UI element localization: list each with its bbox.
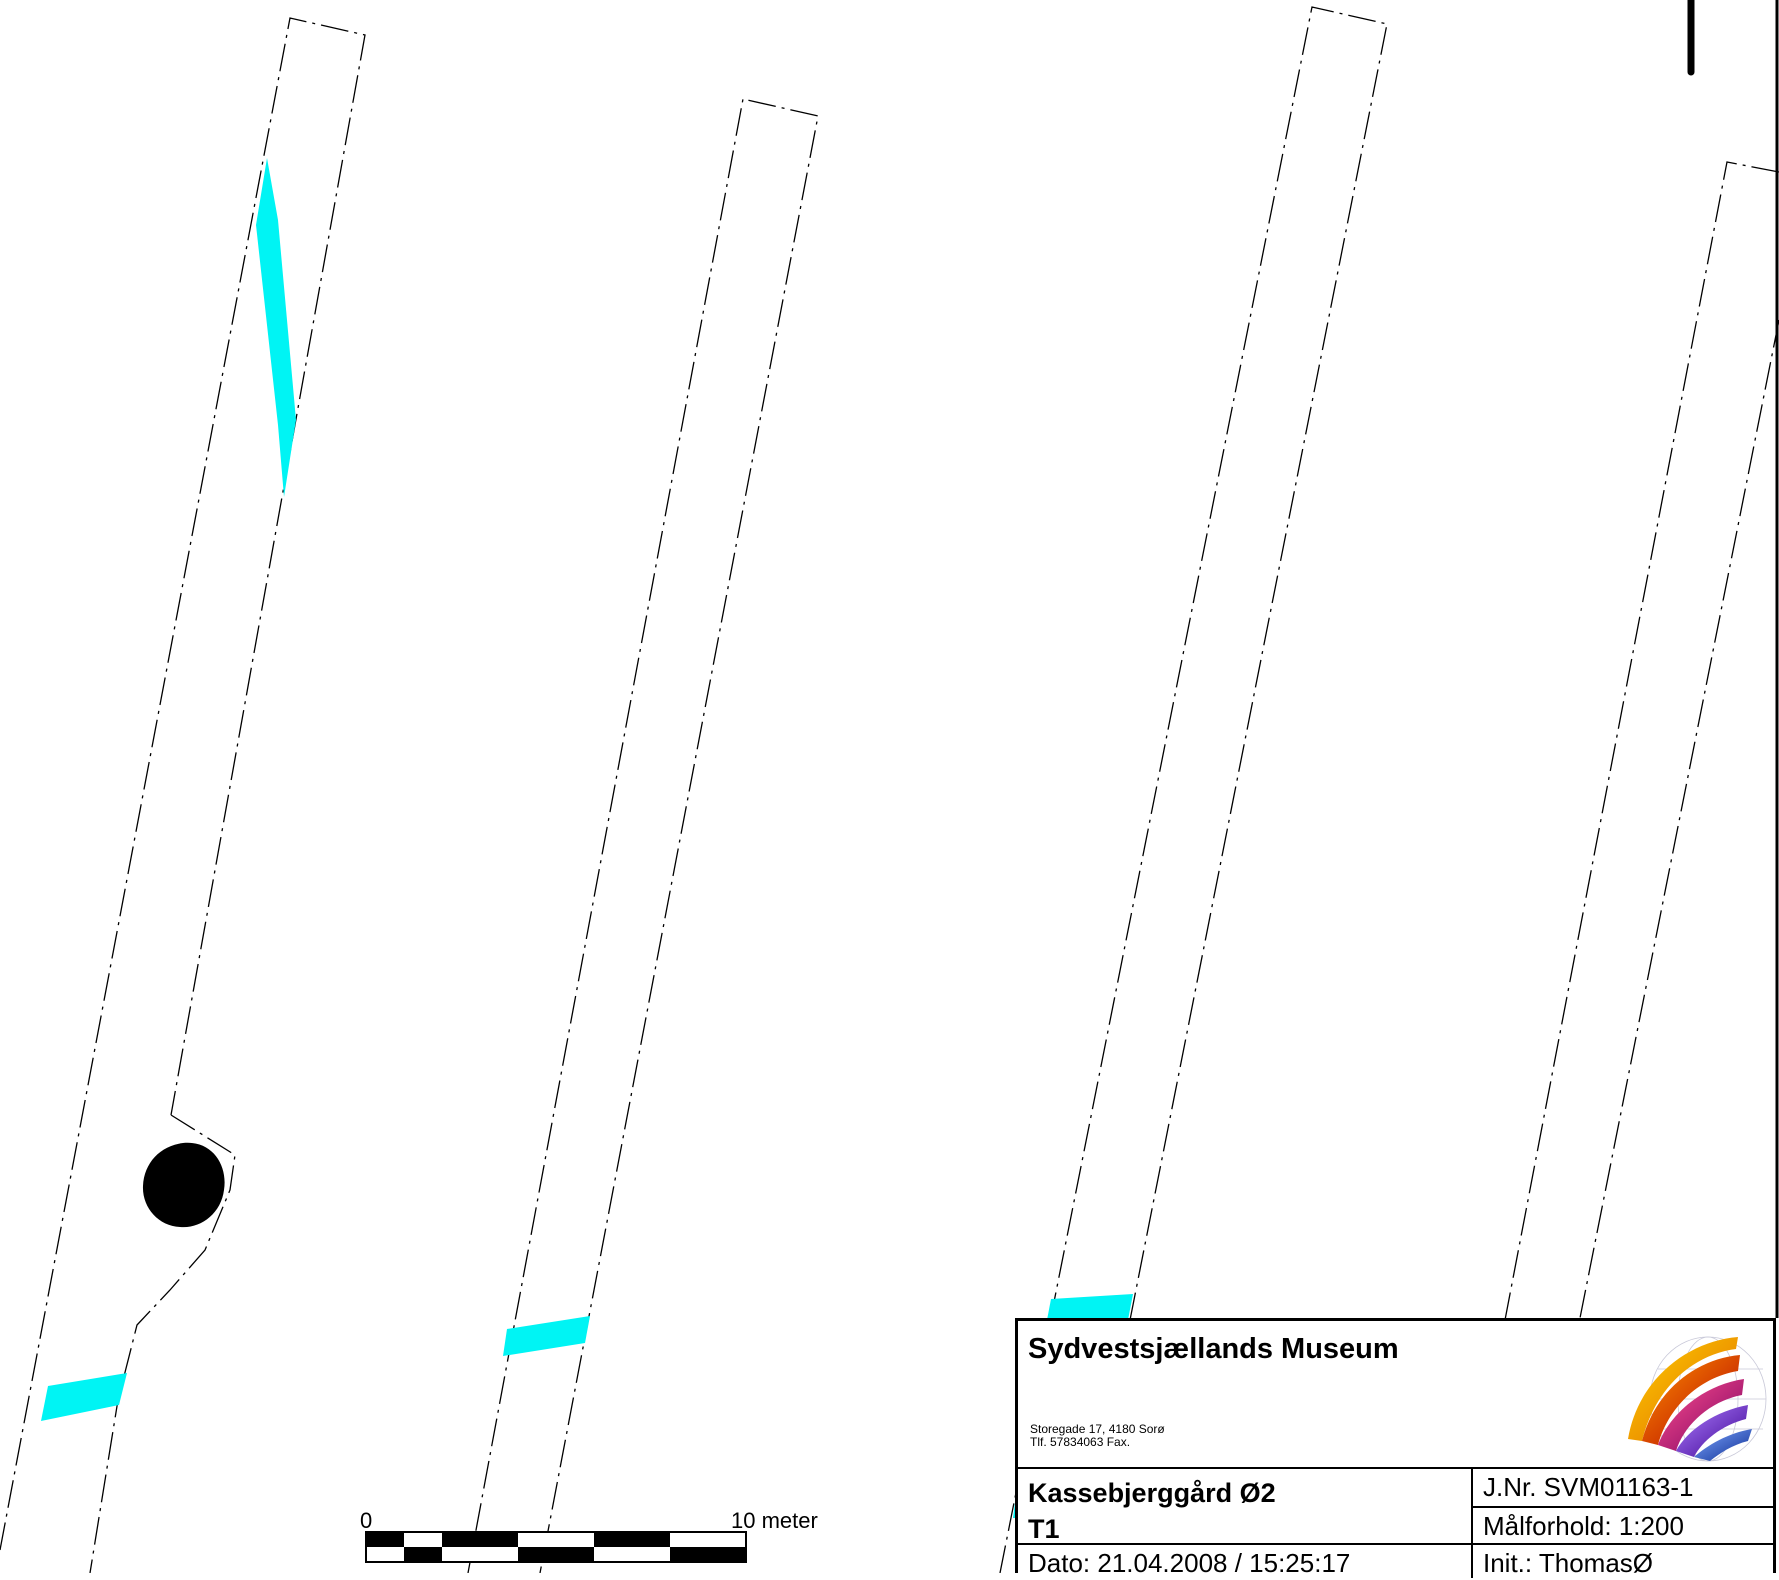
initials: Init.: ThomasØ	[1483, 1548, 1654, 1578]
black-pit	[142, 1142, 225, 1228]
site-info: Kassebjerggård Ø2 T1	[1028, 1475, 1276, 1547]
trench-outline-4	[1504, 161, 1779, 1321]
cyan-feature-trench1	[41, 1373, 127, 1421]
museum-logo-icon	[1628, 1336, 1767, 1462]
scale-start-label: 0	[360, 1508, 373, 1533]
cyan-feature-elongated	[256, 158, 296, 497]
date-text: Dato: 21.04.2008 / 15:25:17	[1028, 1548, 1351, 1578]
journal-number-cell: J.Nr. SVM01163-1	[1473, 1469, 1776, 1504]
trench-outline-1	[0, 17, 366, 1573]
site-cell: Kassebjerggård Ø2 T1 Dato: 21.04.2008 / …	[1018, 1469, 1473, 1578]
title-block: Sydvestsjællands Museum Storegade 17, 41…	[1015, 1318, 1776, 1578]
address-line-2: Tlf. 57834063 Fax.	[1030, 1435, 1131, 1449]
cyan-feature-trench2	[503, 1316, 590, 1356]
scale-ratio: Målforhold: 1:200	[1483, 1511, 1684, 1541]
cyan-feature-trench3	[1047, 1294, 1133, 1320]
organization-address: Storegade 17, 4180 Sorø Tlf. 57834063 Fa…	[1030, 1423, 1165, 1449]
scale-end-label: 10 meter	[731, 1508, 818, 1533]
scale-cell: Målforhold: 1:200	[1473, 1506, 1776, 1543]
address-line-1: Storegade 17, 4180 Sorø	[1030, 1422, 1165, 1436]
scale-bar	[365, 1531, 747, 1563]
date-cell: Dato: 21.04.2008 / 15:25:17	[1018, 1543, 1471, 1580]
site-code: T1	[1028, 1514, 1060, 1544]
site-name: Kassebjerggård Ø2	[1028, 1478, 1276, 1508]
title-block-grid: Kassebjerggård Ø2 T1 Dato: 21.04.2008 / …	[1018, 1467, 1776, 1578]
journal-number: J.Nr. SVM01163-1	[1483, 1472, 1694, 1502]
trench-outline-2	[467, 98, 819, 1573]
initials-cell: Init.: ThomasØ	[1473, 1543, 1776, 1580]
trench-outline-3	[999, 6, 1388, 1573]
organization-name: Sydvestsjællands Museum	[1028, 1333, 1399, 1365]
